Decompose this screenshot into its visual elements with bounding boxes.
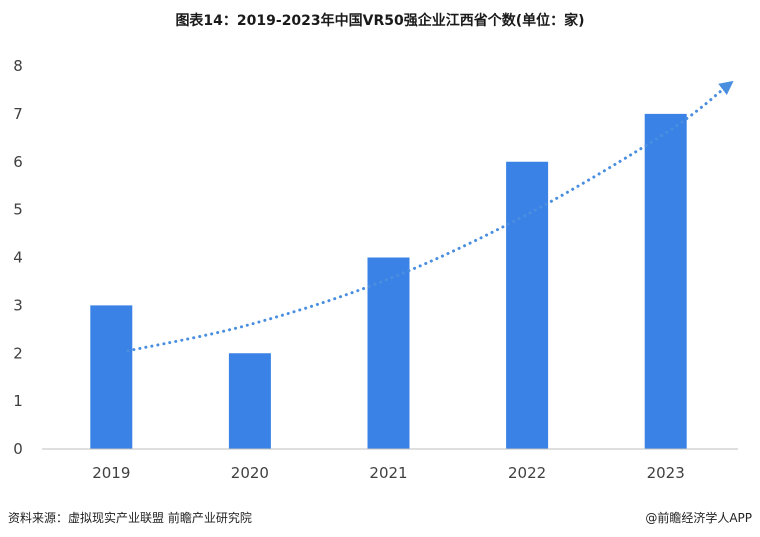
x-tick-label: 2021 bbox=[369, 464, 407, 482]
bar-2023 bbox=[644, 113, 687, 449]
y-tick-label: 4 bbox=[13, 249, 23, 267]
x-tick-label: 2019 bbox=[92, 464, 130, 482]
bar-2020 bbox=[228, 353, 271, 449]
y-tick-label: 8 bbox=[13, 57, 23, 75]
y-tick-label: 5 bbox=[13, 201, 23, 219]
x-tick-label: 2023 bbox=[647, 464, 685, 482]
y-tick-label: 7 bbox=[13, 105, 23, 123]
bar-2022 bbox=[506, 161, 549, 449]
x-tick-label: 2022 bbox=[508, 464, 546, 482]
y-tick-label: 0 bbox=[13, 440, 23, 458]
trend-line bbox=[126, 80, 734, 353]
x-tick-label: 2020 bbox=[231, 464, 269, 482]
chart-title: 图表14：2019-2023年中国VR50强企业江西省个数(单位：家) bbox=[175, 13, 585, 29]
bar-2019 bbox=[90, 305, 133, 449]
y-tick-label: 1 bbox=[13, 392, 23, 410]
y-tick-label: 2 bbox=[13, 344, 23, 362]
y-tick-label: 6 bbox=[13, 153, 23, 171]
footer-source: 资料来源：虚拟现实产业联盟 前瞻产业研究院 bbox=[8, 511, 252, 525]
y-tick-label: 3 bbox=[13, 296, 23, 314]
footer-brand: @前瞻经济学人APP bbox=[645, 511, 752, 525]
bar-2021 bbox=[367, 257, 410, 449]
